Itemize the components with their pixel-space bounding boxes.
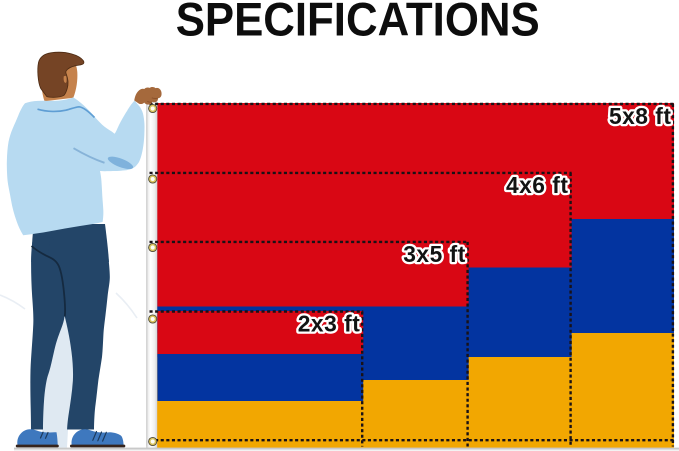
svg-text:SPECIFICATIONS: SPECIFICATIONS — [176, 0, 540, 47]
svg-text:5x8 ft: 5x8 ft — [609, 103, 672, 129]
svg-text:3x5 ft: 3x5 ft — [403, 241, 466, 267]
svg-text:4x6 ft: 4x6 ft — [506, 172, 569, 198]
svg-text:2x3 ft: 2x3 ft — [298, 311, 361, 337]
